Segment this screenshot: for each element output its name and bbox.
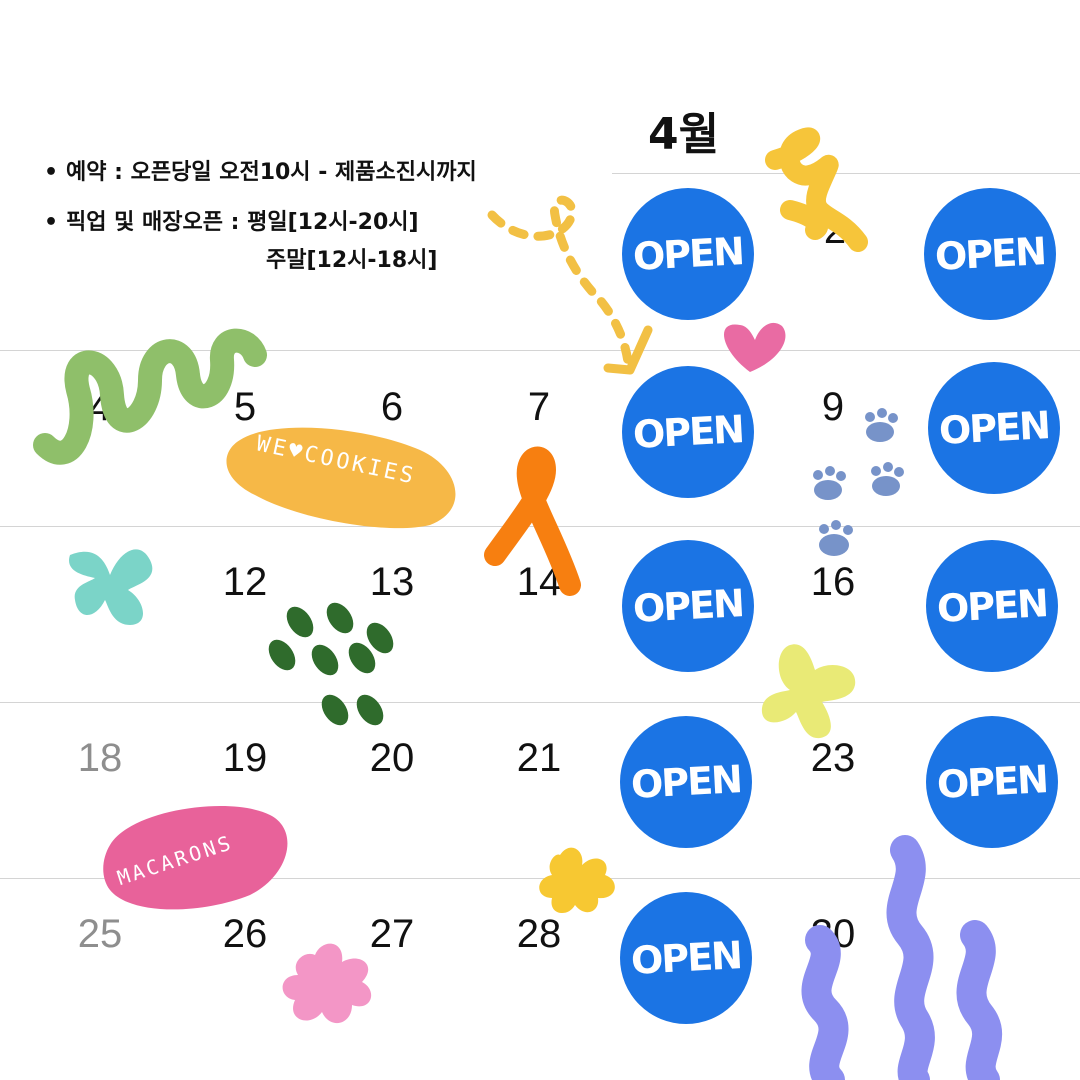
month-title: 4월 (648, 109, 720, 160)
row-divider (0, 702, 1080, 703)
row-divider (0, 350, 1080, 351)
teal-flower-doodle (69, 549, 153, 625)
day-21[interactable]: 21 (516, 736, 562, 780)
open-badge[interactable]: OPEN (926, 716, 1058, 848)
day-14[interactable]: 14 (516, 560, 562, 604)
open-badge[interactable]: OPEN (622, 540, 754, 672)
day-5[interactable]: 5 (233, 385, 257, 429)
day-23[interactable]: 23 (810, 736, 856, 780)
open-label: OPEN (631, 229, 745, 279)
yellow-flower-doodle (539, 847, 615, 914)
open-badge[interactable]: OPEN (622, 188, 754, 320)
reservation-info: • 예약 : 오픈당일 오전10시 - 제품소진시까지 (44, 154, 477, 186)
cookies-sticker-text: WE♥COOKIES (254, 431, 419, 490)
day-27[interactable]: 27 (369, 912, 415, 956)
day-20[interactable]: 20 (369, 736, 415, 780)
day-6[interactable]: 6 (380, 385, 404, 429)
day-26[interactable]: 26 (222, 912, 268, 956)
day-28[interactable]: 28 (516, 912, 562, 956)
green-dots-doodle (268, 602, 394, 726)
day-12[interactable]: 12 (222, 560, 268, 604)
purple-wave-doodle (886, 835, 935, 1080)
macarons-sticker-text: MACARONS (114, 829, 237, 891)
open-label: OPEN (933, 229, 1047, 279)
pickup-info: • 픽업 및 매장오픈 : 평일[12시-20시] (44, 204, 419, 236)
row-divider (0, 526, 1080, 527)
pickup-weekend-info: 주말[12시-18시] (266, 242, 437, 274)
open-badge[interactable]: OPEN (924, 188, 1056, 320)
open-label: OPEN (629, 757, 743, 807)
pickup-weekday-text: 픽업 및 매장오픈 : 평일[12시-20시] (66, 210, 419, 235)
open-badge[interactable]: OPEN (622, 366, 754, 498)
open-label: OPEN (937, 403, 1051, 453)
open-label: OPEN (631, 407, 745, 457)
day-25[interactable]: 25 (77, 912, 123, 956)
lime-star-doodle (761, 644, 856, 739)
reservation-text: 예약 : 오픈당일 오전10시 - 제품소진시까지 (66, 160, 477, 185)
day-30[interactable]: 30 (810, 912, 856, 956)
open-label: OPEN (629, 933, 743, 983)
open-badge[interactable]: OPEN (928, 362, 1060, 494)
paw-prints-doodle (813, 408, 904, 556)
day-7[interactable]: 7 (527, 385, 551, 429)
open-badge[interactable]: OPEN (926, 540, 1058, 672)
row-divider (612, 173, 1080, 174)
day-19[interactable]: 19 (222, 736, 268, 780)
day-9[interactable]: 9 (821, 385, 845, 429)
open-badge[interactable]: OPEN (620, 716, 752, 848)
open-badge[interactable]: OPEN (620, 892, 752, 1024)
bullet: • (44, 210, 59, 235)
row-divider (0, 878, 1080, 879)
pink-heart-doodle (723, 322, 786, 372)
open-label: OPEN (631, 581, 745, 631)
purple-wave-doodle (801, 925, 849, 1080)
dashed-arrow-doodle (487, 195, 633, 367)
bullet: • (44, 160, 59, 185)
open-label: OPEN (935, 757, 1049, 807)
purple-wave-doodle (956, 920, 1003, 1080)
day-13[interactable]: 13 (369, 560, 415, 604)
day-4[interactable]: 4 (88, 385, 112, 429)
pickup-weekend-text: 주말[12시-18시] (266, 248, 438, 273)
day-18[interactable]: 18 (77, 736, 123, 780)
day-2[interactable]: 2 (823, 208, 847, 252)
day-16[interactable]: 16 (810, 560, 856, 604)
open-label: OPEN (935, 581, 1049, 631)
